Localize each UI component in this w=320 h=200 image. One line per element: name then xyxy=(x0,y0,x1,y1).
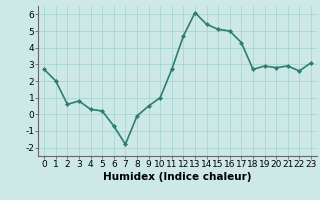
X-axis label: Humidex (Indice chaleur): Humidex (Indice chaleur) xyxy=(103,172,252,182)
